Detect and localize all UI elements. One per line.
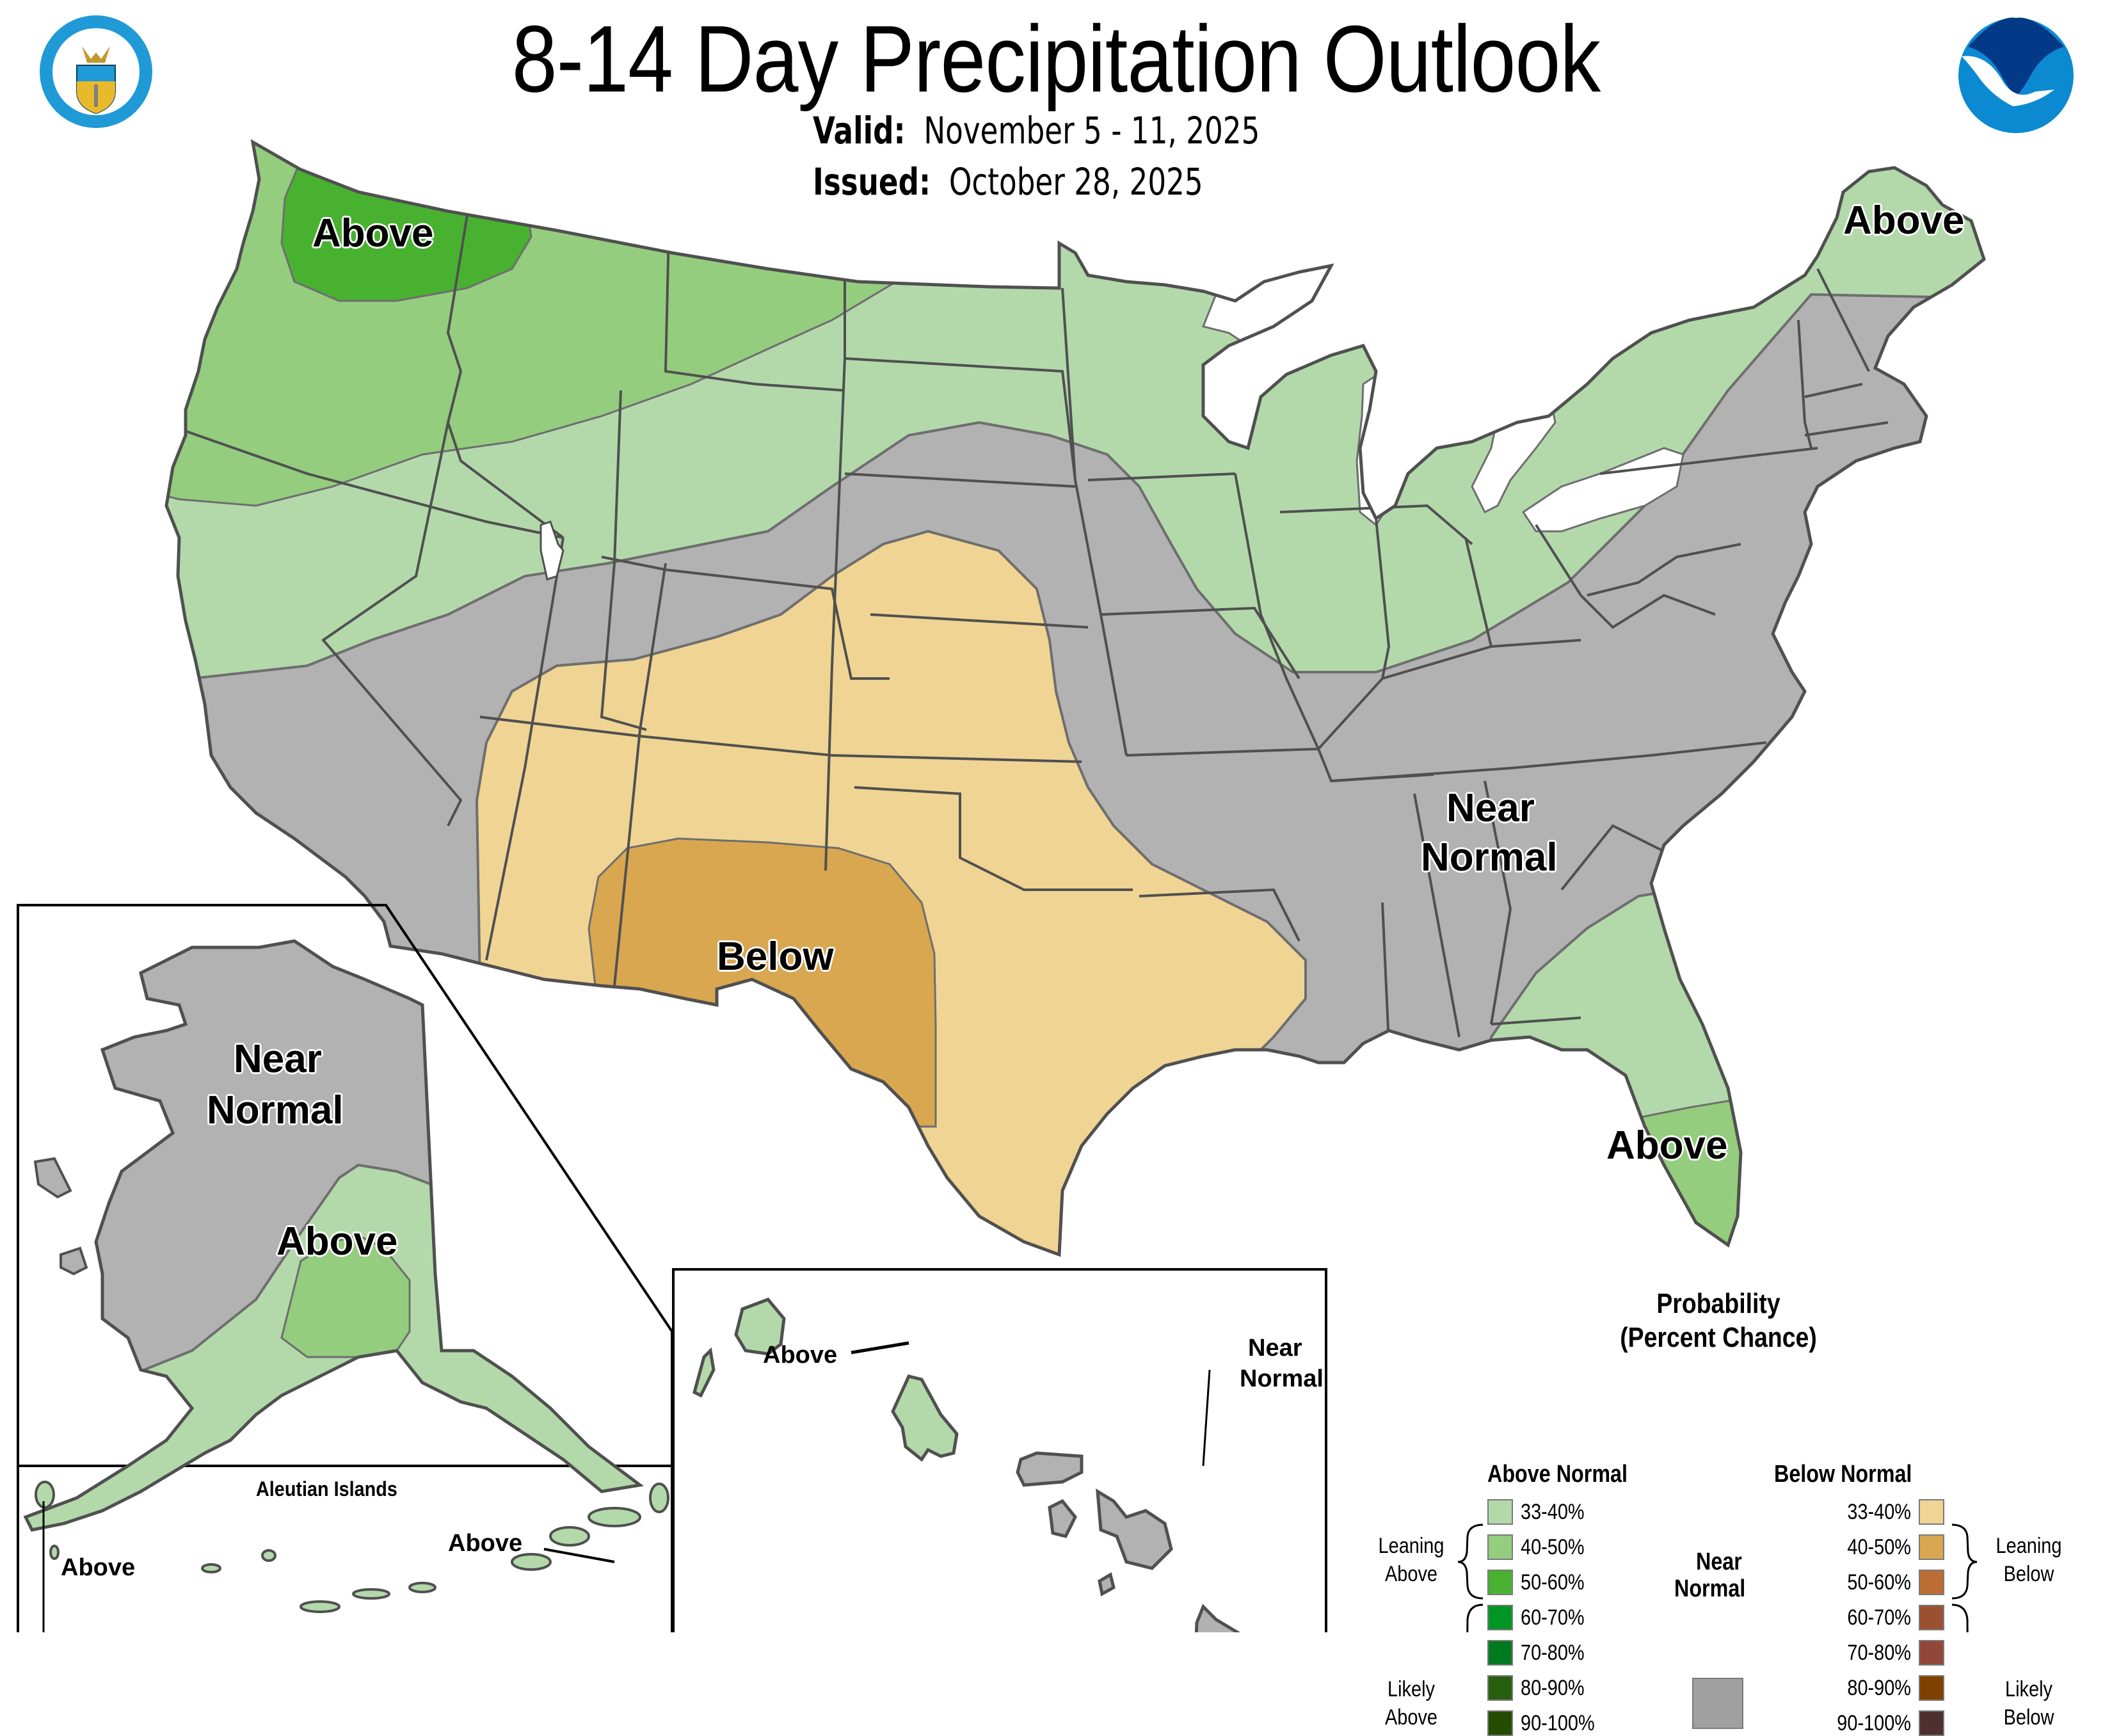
department-of-commerce-seal-icon [40,15,152,128]
precipitation-outlook-map [17,15,2074,1632]
alaska-above-40-50 [280,1234,411,1358]
legend-above-range: 40-50% [1521,1535,1585,1559]
label-northwest-above: Above [312,211,434,255]
legend-likely-below-line1: Likely [2005,1677,2052,1701]
issued-date-row: Issued: October 28, 2025 [813,161,1203,202]
issued-label: Issued: [813,160,931,204]
label-alaska-near-line1: Near [234,1037,322,1081]
legend-above-range: 50-60% [1521,1570,1585,1595]
legend-below-range: 40-50% [1847,1535,1911,1559]
noaa-logo-icon [1958,17,2074,133]
legend-above-swatch [1487,1605,1513,1630]
legend-below-range: 60-70% [1847,1605,1911,1630]
legend-braces [1457,1523,1978,1632]
hawaii-near-leader [1202,1369,1211,1467]
legend-likely-above-line1: Likely [1388,1677,1435,1701]
legend-below-range: 50-60% [1847,1570,1911,1595]
legend-near-line2: Normal [1674,1575,1746,1602]
alaska-shape [23,939,644,1532]
legend-above-header: Above Normal [1487,1461,1628,1488]
label-florida-above: Above [1606,1123,1728,1168]
state-borders [179,175,1889,1044]
legend-above-swatch [1487,1570,1513,1595]
label-hawaii-near-line2: Normal [1240,1365,1324,1392]
legend-above-range: 70-80% [1521,1641,1585,1665]
legend-below-range: 80-90% [1847,1676,1911,1700]
legend-likely-below-line2: Below [2003,1705,2054,1730]
label-hawaii-near-line1: Near [1248,1335,1302,1362]
valid-value: November 5 - 11, 2025 [924,109,1260,152]
legend-below-range: 90-100% [1837,1711,1911,1735]
region-above-40-50-florida [1624,1087,1793,1255]
label-alaska-near-line2: Normal [207,1088,344,1132]
legend-above-range: 80-90% [1521,1676,1585,1700]
aleutian-title: Aleutian Islands [256,1477,397,1500]
legend-below-swatch [1919,1570,1944,1595]
hawaii-above-leader [851,1341,909,1354]
legend-above-swatch [1487,1675,1513,1701]
legend-below-swatch [1919,1710,1944,1736]
legend-below-swatch [1919,1605,1944,1630]
valid-label: Valid: [813,109,906,152]
legend-above-swatch [1487,1534,1513,1560]
label-aleutian-above-east: Above [448,1530,523,1557]
legend-above-swatch [1487,1499,1513,1525]
label-southwest-below: Below [717,935,834,979]
legend-below-swatch [1919,1675,1944,1701]
great-salt-lake [540,520,564,581]
page-title: 8-14 Day Precipitation Outlook [511,6,1601,112]
valid-date-row: Valid: November 5 - 11, 2025 [813,110,1260,151]
legend-below-range: 33-40% [1847,1500,1911,1524]
legend-near-normal-swatch [1692,1678,1743,1729]
legend-leaning-above-line1: Leaning [1378,1534,1444,1558]
legend-below-header: Below Normal [1774,1461,1912,1488]
aleutian-east-leader [543,1548,615,1563]
legend-near-line1: Near [1696,1548,1742,1575]
label-aleutian-above-west: Above [61,1554,136,1581]
legend-above-range: 33-40% [1521,1500,1585,1524]
label-alaska-above: Above [276,1219,398,1264]
label-hawaii-above: Above [763,1342,838,1369]
legend-below-swatch [1919,1499,1944,1525]
aleutian-islands [35,1481,669,1613]
legend-leaning-below-line1: Leaning [1996,1534,2062,1558]
legend-likely-above-line2: Above [1385,1705,1437,1730]
conus-outline [164,139,1986,1257]
legend-leaning-below-line2: Below [2003,1562,2054,1586]
hawaii-inset-frame [672,1268,1327,1632]
label-southeast-near-line1: Near [1446,786,1535,830]
legend-title-line1: Probability [1656,1288,1780,1319]
legend-title-line2: (Percent Chance) [1620,1322,1817,1353]
legend-below-swatch [1919,1534,1944,1560]
legend-above-swatch [1487,1640,1513,1666]
hawaii-islands [692,1298,1241,1632]
label-southeast-near-line2: Normal [1421,835,1558,880]
legend-below-range: 70-80% [1847,1641,1911,1665]
legend-below-swatch [1919,1640,1944,1666]
legend-above-swatch [1487,1710,1513,1736]
legend-above-range: 60-70% [1521,1605,1585,1630]
legend-leaning-above-line2: Above [1385,1562,1437,1586]
label-northeast-above: Above [1843,198,1965,243]
legend-above-range: 90-100% [1521,1711,1595,1735]
issued-value: October 28, 2025 [948,160,1203,204]
